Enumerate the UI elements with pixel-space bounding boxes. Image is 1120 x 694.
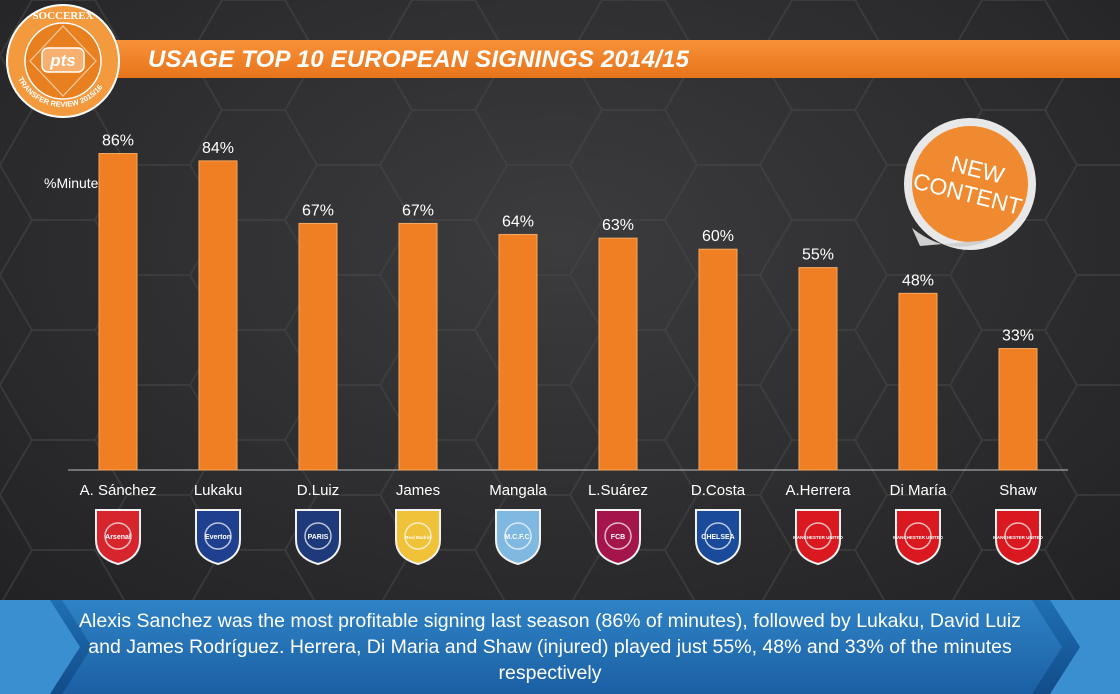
club-crest-7: MANCHESTER UNITED <box>793 509 844 566</box>
svg-text:Real Madrid: Real Madrid <box>405 535 431 540</box>
new-content-badge: NEW CONTENT <box>904 118 1036 250</box>
club-crest-9: MANCHESTER UNITED <box>993 509 1044 566</box>
data-label-3: 67% <box>402 202 434 219</box>
svg-text:MANCHESTER UNITED: MANCHESTER UNITED <box>893 535 944 540</box>
x-tick-label-8: Di María <box>890 482 947 499</box>
data-label-9: 33% <box>1002 328 1034 345</box>
club-crest-8: MANCHESTER UNITED <box>893 509 944 566</box>
svg-text:Arsenal: Arsenal <box>105 534 131 541</box>
bar-4 <box>498 233 538 471</box>
svg-text:Everton: Everton <box>205 534 231 541</box>
bar-3 <box>398 222 438 471</box>
x-tick-label-4: Mangala <box>489 482 547 499</box>
bar-7 <box>798 267 838 471</box>
data-label-4: 64% <box>502 213 534 230</box>
logo-top-text: SOCCEREX <box>32 10 93 22</box>
data-label-2: 67% <box>302 202 334 219</box>
bar-9 <box>998 348 1038 471</box>
svg-text:FCB: FCB <box>611 534 625 541</box>
svg-text:PARIS: PARIS <box>308 534 329 541</box>
svg-text:M.C.F.C.: M.C.F.C. <box>504 534 531 541</box>
club-crest-2: PARIS <box>295 509 341 566</box>
bar-5 <box>598 237 638 471</box>
page-title: USAGE TOP 10 EUROPEAN SIGNINGS 2014/15 <box>148 46 690 73</box>
soccerex-logo: pts SOCCEREX TRANSFER REVIEW 2015/16 <box>6 4 120 118</box>
x-tick-label-1: Lukaku <box>194 482 242 499</box>
bar-1 <box>198 160 238 471</box>
x-tick-label-6: D.Costa <box>691 482 746 499</box>
data-label-6: 60% <box>702 228 734 245</box>
club-crest-6: CHELSEA <box>695 509 741 566</box>
data-label-1: 84% <box>202 140 234 157</box>
data-label-7: 55% <box>802 247 834 264</box>
bar-8 <box>898 292 938 471</box>
data-label-0: 86% <box>102 133 134 150</box>
x-tick-label-7: A.Herrera <box>785 482 851 499</box>
bar-chart: %Minutes 86% A. Sánchez Arsenal 84% Lukaku Ev… <box>44 133 1068 566</box>
footer-text: Alexis Sanchez was the most profitable s… <box>79 610 1021 684</box>
title-bar <box>100 40 1120 78</box>
x-tick-label-3: James <box>396 482 440 499</box>
svg-text:MANCHESTER UNITED: MANCHESTER UNITED <box>993 535 1044 540</box>
y-axis-label: %Minutes <box>44 175 105 191</box>
footer-background <box>0 600 1120 694</box>
club-crest-0: Arsenal <box>95 509 141 566</box>
club-crest-1: Everton <box>195 509 241 566</box>
x-tick-label-9: Shaw <box>999 482 1037 499</box>
x-tick-label-0: A. Sánchez <box>80 482 157 499</box>
club-crest-3: Real Madrid <box>395 509 441 566</box>
data-label-5: 63% <box>602 217 634 234</box>
svg-text:CHELSEA: CHELSEA <box>701 534 734 541</box>
x-tick-label-2: D.Luiz <box>297 482 340 499</box>
club-crest-4: M.C.F.C. <box>495 509 541 566</box>
bar-6 <box>698 248 738 471</box>
svg-text:MANCHESTER UNITED: MANCHESTER UNITED <box>793 535 844 540</box>
logo-center-text: pts <box>49 51 76 70</box>
bar-2 <box>298 222 338 471</box>
x-tick-label-5: L.Suárez <box>588 482 648 499</box>
footer-banner: Alexis Sanchez was the most profitable s… <box>0 600 1120 694</box>
bar-0 <box>98 153 138 471</box>
data-label-8: 48% <box>902 272 934 289</box>
club-crest-5: FCB <box>595 509 641 566</box>
